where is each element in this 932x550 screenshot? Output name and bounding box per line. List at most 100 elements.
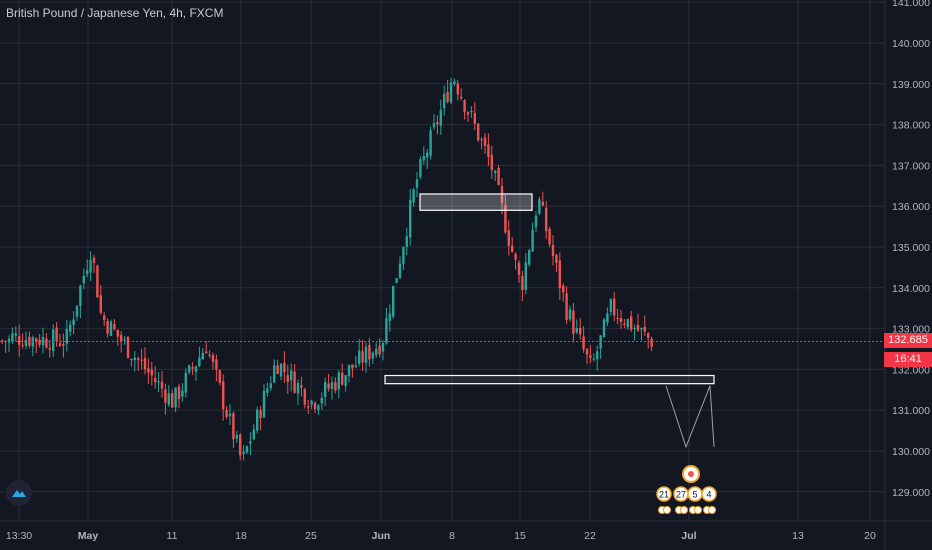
event-count: 21 (659, 490, 669, 500)
bar-countdown-label: 16:41 (884, 352, 932, 367)
candle-body (619, 318, 623, 323)
candle-body (55, 327, 58, 342)
candle-body (310, 400, 313, 405)
candle-body (490, 154, 493, 171)
candle-body (640, 328, 643, 330)
candle-body (191, 367, 194, 369)
candle-body (232, 413, 235, 440)
candle-body (82, 275, 85, 284)
candle-body (551, 245, 555, 257)
candle-body (300, 385, 303, 388)
candle-body (239, 434, 242, 456)
candle-body (65, 329, 68, 344)
candle-body (538, 199, 541, 214)
candle-body (225, 409, 228, 417)
candle-body (460, 96, 463, 99)
price-axis-label: 131.000 (892, 405, 930, 417)
candle-body (269, 383, 272, 389)
candle-body (650, 338, 653, 348)
candle-body (361, 351, 364, 363)
event-count: 4 (706, 490, 711, 500)
candle-body (636, 324, 640, 331)
candle-body (633, 327, 636, 329)
candle-body (62, 344, 65, 346)
candle-body (398, 263, 402, 278)
candle-body (436, 122, 439, 125)
candle-body (630, 316, 633, 330)
candle-body (330, 382, 334, 389)
candle-body (286, 375, 289, 382)
price-axis-label: 137.000 (892, 160, 930, 172)
candle-body (514, 253, 517, 260)
candle-body (211, 355, 215, 363)
candle-body (585, 349, 589, 355)
candle-body (52, 329, 55, 351)
candle-body (426, 152, 429, 158)
candle-body (256, 409, 259, 431)
candle-body (208, 354, 211, 356)
candle-body (429, 130, 432, 156)
price-axis-label: 139.000 (892, 79, 930, 91)
projection-path[interactable] (665, 385, 715, 449)
event-marker[interactable]: 21 (656, 486, 672, 514)
candle-body (293, 371, 296, 393)
candle-body (497, 168, 500, 185)
candle-body (86, 270, 89, 274)
candle-body (198, 357, 201, 367)
candle-body (45, 338, 48, 348)
support-zone-box[interactable] (384, 374, 715, 385)
event-marker-featured[interactable] (682, 465, 700, 483)
event-marker[interactable]: 5 (687, 486, 703, 514)
candle-body (133, 357, 136, 361)
candle-body (317, 405, 320, 411)
time-axis-label: 13:30 (6, 530, 32, 542)
candle-body (245, 446, 249, 453)
candle-body (11, 333, 14, 342)
last-price-label: 132.685 (884, 333, 932, 348)
candle-body (409, 199, 412, 238)
time-axis-label: 25 (305, 530, 317, 542)
candle-body (531, 229, 534, 252)
time-axis-label: Jun (372, 530, 391, 542)
tradingview-logo-icon[interactable] (6, 480, 32, 506)
candle-body (351, 364, 354, 369)
candle-body (487, 144, 490, 158)
candle-body (205, 351, 208, 354)
candle-body (137, 358, 140, 360)
candle-body (72, 319, 75, 326)
price-axis-label: 132.000 (892, 364, 930, 376)
price-axis-label: 135.000 (892, 242, 930, 254)
candle-body (643, 326, 646, 332)
price-axis-label: 133.000 (892, 324, 930, 336)
time-axis-label: May (78, 530, 99, 542)
candle-body (473, 113, 476, 124)
candle-body (130, 358, 133, 360)
event-count: 5 (692, 490, 697, 500)
price-axis-label: 129.000 (892, 487, 930, 499)
candle-body (38, 339, 41, 345)
candle-body (432, 123, 436, 128)
candle-body (582, 336, 585, 350)
candle-body (24, 339, 28, 346)
candle-body (313, 402, 317, 409)
candle-body (143, 357, 147, 370)
candle-body (344, 375, 347, 387)
candle-body (41, 336, 45, 346)
event-marker[interactable]: 4 (701, 486, 717, 514)
candle-body (92, 257, 96, 263)
candle-body (106, 320, 109, 334)
candle-body (466, 112, 470, 115)
symbol-title[interactable]: British Pound / Japanese Yen, 4h, FXCM (6, 6, 224, 20)
candle-body (157, 381, 160, 383)
candle-body (99, 295, 102, 313)
candle-body (354, 365, 357, 367)
candle-body (174, 387, 177, 408)
candle-body (385, 318, 388, 344)
candle-body (215, 359, 218, 370)
resistance-zone-box[interactable] (419, 193, 533, 211)
candle-body (592, 358, 595, 360)
candle-body (347, 364, 351, 377)
